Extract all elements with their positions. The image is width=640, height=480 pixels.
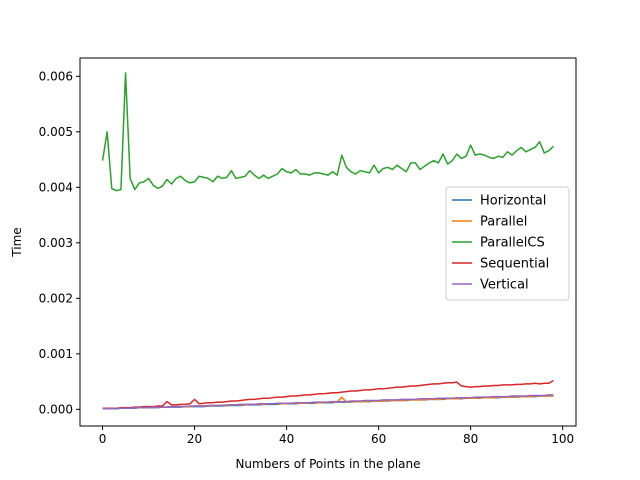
- series-line-parallelcs: [101, 72, 554, 192]
- y-tick-label: 0.004: [39, 180, 73, 194]
- series-line-vertical: [102, 394, 554, 410]
- y-tick-label: 0.003: [39, 236, 73, 250]
- x-tick-label: 60: [371, 432, 386, 446]
- legend-label: Sequential: [480, 257, 549, 272]
- x-axis-label: Numbers of Points in the plane: [235, 457, 420, 471]
- x-axis-ticks: 0 20 40 60 80 100: [99, 426, 574, 446]
- x-tick-label: 20: [187, 432, 202, 446]
- legend-box: [445, 186, 570, 301]
- y-axis-label: Time: [10, 227, 24, 257]
- y-axis-ticks: 0.000 0.001 0.002 0.003 0.004 0.005 0.006: [39, 69, 80, 416]
- legend-label: ParallelCS: [480, 236, 545, 251]
- x-tick-label: 40: [279, 432, 294, 446]
- x-tick-label: 100: [551, 432, 574, 446]
- axes-frame: [79, 57, 577, 427]
- y-tick-label: 0.005: [39, 125, 73, 139]
- legend-label: Horizontal: [480, 194, 546, 209]
- y-tick-label: 0.002: [39, 291, 73, 305]
- x-tick-label: 80: [463, 432, 478, 446]
- legend-label: Vertical: [480, 278, 529, 293]
- y-tick-label: 0.000: [39, 402, 73, 416]
- y-tick-label: 0.001: [39, 347, 73, 361]
- legend: Horizontal Parallel ParallelCS Sequential Ve…: [445, 186, 570, 301]
- legend-label: Parallel: [480, 215, 527, 230]
- plot-lines: [101, 72, 554, 410]
- y-tick-label: 0.006: [39, 69, 73, 83]
- series-line-sequential: [102, 379, 554, 409]
- x-tick-label: 0: [99, 432, 107, 446]
